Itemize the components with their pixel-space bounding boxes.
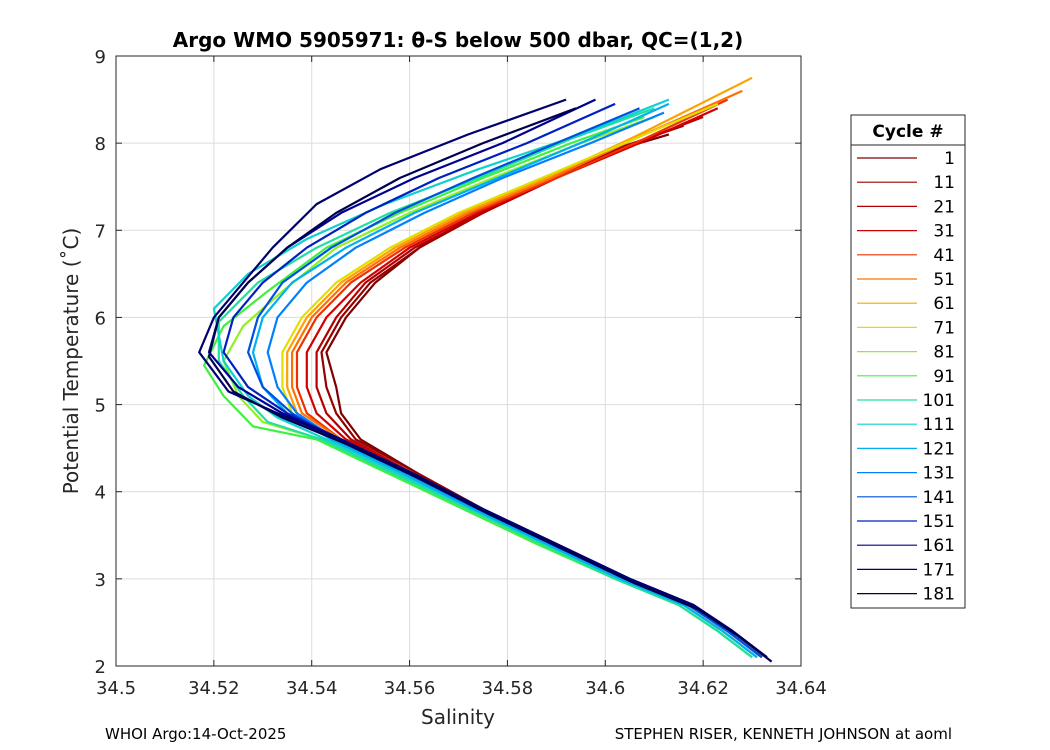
x-tick-label: 34.54 [286,678,338,699]
series-line-cycle-181 [207,107,773,663]
y-tick-label: 2 [95,657,106,678]
footer-left-text: WHOI Argo:14-Oct-2025 [105,725,287,743]
y-tick-label: 5 [95,396,106,417]
legend-box [850,114,966,609]
x-tick-label: 34.52 [188,678,240,699]
x-tick-label: 34.56 [384,678,436,699]
series-group [198,76,773,663]
y-tick-label: 3 [95,570,106,591]
y-tick-label: 9 [95,47,106,68]
legend-label: 111 [923,415,955,435]
axes-box [115,55,802,667]
y-axis-label: Potential Temperature (˚C) [59,228,83,495]
legend-label: 61 [933,294,955,314]
x-tick-label: 34.5 [96,678,136,699]
footer-right-text: STEPHEN RISER, KENNETH JOHNSON at aoml [614,725,952,743]
y-tick-label: 8 [95,134,106,155]
legend-title: Cycle # [872,122,943,142]
legend-label: 91 [933,367,955,387]
y-tick-label: 4 [95,483,106,504]
legend-label: 141 [923,488,955,508]
legend-label: 1 [944,149,955,169]
legend-label: 21 [933,197,955,217]
y-tick-labels: 2 3 4 5 6 7 8 9 [95,47,106,678]
x-tick-label: 34.6 [585,678,625,699]
legend-label: 131 [923,464,955,484]
series-line-cycle-101 [217,107,753,659]
legend-label: 81 [933,343,955,363]
legend-label: 31 [933,222,955,242]
legend-label: 41 [933,246,955,266]
x-tick-label: 34.64 [775,678,827,699]
y-tick-label: 6 [95,308,106,329]
x-tick-labels: 34.5 34.52 34.54 34.56 34.58 34.6 34.62 34.64 [96,678,827,699]
legend-label: 71 [933,318,955,338]
x-tick-label: 34.62 [677,678,729,699]
legend-items: 1112131415161718191101111121131141151161… [857,149,955,605]
legend-label: 181 [923,585,955,605]
legend: Cycle # 11121314151617181911011111211311… [850,114,966,609]
x-axis-label: Salinity [421,705,495,729]
legend-label: 151 [923,512,955,532]
chart-title: Argo WMO 5905971: θ-S below 500 dbar, QC… [173,28,743,52]
legend-label: 51 [933,270,955,290]
legend-label: 11 [933,173,955,193]
legend-label: 101 [923,391,955,411]
legend-label: 161 [923,536,955,556]
series-line-cycle-121 [251,102,758,659]
y-tick-label: 7 [95,221,106,242]
legend-label: 171 [923,560,955,580]
legend-label: 121 [923,439,955,459]
x-tick-label: 34.58 [482,678,534,699]
